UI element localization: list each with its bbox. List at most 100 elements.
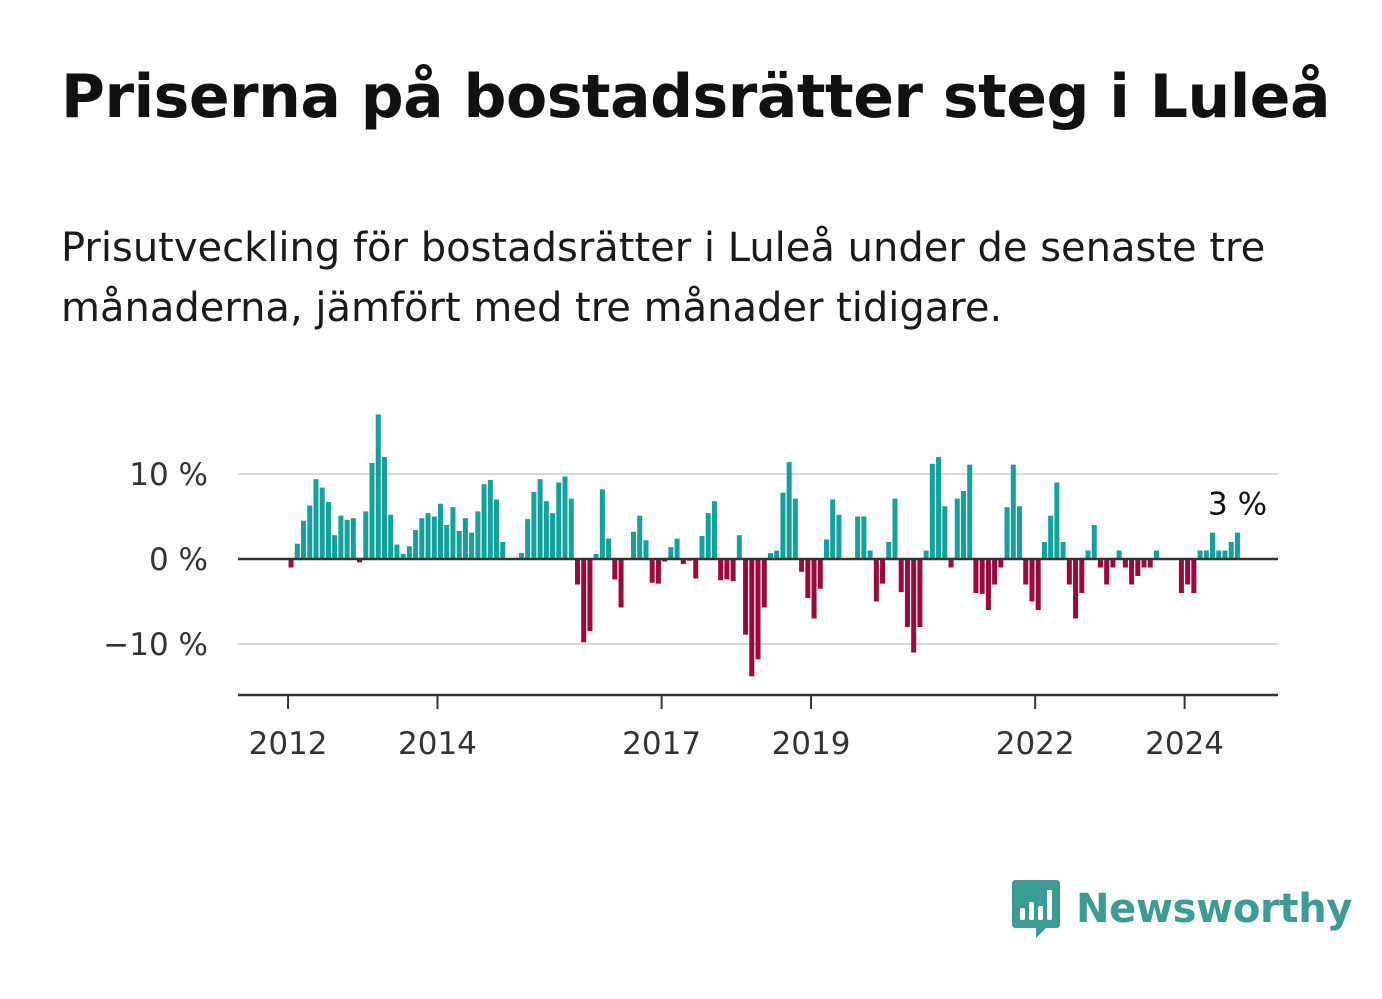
bar — [929, 463, 935, 559]
bar — [743, 559, 749, 635]
bar — [1185, 559, 1191, 585]
bars — [288, 414, 1240, 677]
bar — [338, 515, 344, 559]
bar-chart-speech-bubble-icon — [1012, 880, 1060, 938]
bar — [855, 516, 861, 559]
bar — [357, 559, 363, 563]
bar — [861, 516, 867, 559]
bar — [599, 489, 605, 559]
bar — [332, 535, 338, 559]
bar — [1104, 559, 1110, 585]
bar — [824, 539, 830, 559]
bar — [574, 559, 580, 585]
bar — [917, 559, 923, 627]
bar — [344, 519, 350, 559]
bar — [587, 559, 593, 632]
bar — [761, 559, 767, 608]
bar — [400, 553, 406, 559]
bar — [481, 484, 487, 559]
bar — [1191, 559, 1197, 593]
bar — [475, 511, 481, 559]
bar — [942, 506, 948, 559]
bar — [1091, 525, 1097, 559]
bar — [369, 462, 375, 559]
bar — [643, 540, 649, 559]
bar — [431, 516, 437, 559]
bar — [637, 515, 643, 559]
bar — [662, 559, 668, 562]
bar — [649, 559, 655, 583]
y-tick-label: 10 % — [129, 457, 208, 493]
bar — [462, 518, 468, 559]
bar — [985, 559, 991, 610]
bar — [724, 559, 730, 580]
bar — [780, 492, 786, 559]
bar — [836, 514, 842, 559]
bar — [736, 535, 742, 559]
bar — [1153, 550, 1160, 559]
bar — [674, 538, 680, 559]
bar — [469, 532, 475, 559]
bar — [1041, 542, 1047, 559]
bar — [655, 559, 661, 584]
bar — [1004, 507, 1010, 559]
bar — [680, 559, 686, 565]
x-tick-label: 2014 — [398, 726, 477, 762]
bar — [805, 559, 811, 599]
bar — [388, 514, 394, 559]
bar — [618, 559, 624, 608]
bar — [1097, 559, 1103, 568]
bar — [301, 520, 307, 559]
bar — [967, 464, 973, 559]
axes — [238, 557, 1278, 709]
bar — [375, 414, 381, 559]
bar — [730, 559, 736, 582]
labels: 10 % 0 % −10 % 2012 2014 2017 2019 2022 2024 3 % — [103, 457, 1267, 762]
bar — [419, 518, 425, 559]
bar — [904, 559, 910, 627]
bar — [954, 498, 960, 559]
bar — [494, 499, 500, 559]
brand-name: Newsworthy — [1076, 886, 1353, 932]
bar — [1216, 550, 1222, 559]
bar — [450, 507, 456, 559]
bar — [500, 542, 506, 559]
bar — [363, 511, 369, 559]
bar — [394, 544, 400, 559]
y-tick-label: 0 % — [149, 542, 208, 578]
bar — [718, 559, 724, 581]
bar — [1073, 559, 1079, 619]
bar — [792, 498, 798, 559]
bar — [543, 501, 549, 559]
bar — [1110, 559, 1116, 568]
bar — [537, 479, 543, 559]
x-tick-label: 2019 — [772, 726, 851, 762]
chart-subtitle: Prisutveckling för bostadsrätter i Luleå… — [61, 225, 1266, 331]
bar — [923, 550, 929, 559]
x-tick-label: 2012 — [249, 726, 328, 762]
bar — [767, 553, 773, 559]
bar — [811, 559, 817, 619]
bar — [1060, 542, 1066, 559]
last-value-label: 3 % — [1208, 487, 1267, 523]
bar — [880, 559, 886, 584]
bar — [1023, 559, 1029, 585]
bar — [1197, 550, 1203, 559]
bar — [381, 457, 387, 559]
bar — [749, 559, 755, 677]
bar — [288, 559, 294, 568]
bar — [705, 513, 711, 559]
bar — [487, 479, 493, 559]
bar — [425, 513, 431, 559]
newsworthy-logo[interactable]: Newsworthy — [1010, 878, 1353, 940]
bar — [612, 559, 618, 580]
bar — [973, 559, 979, 593]
bar — [892, 498, 898, 559]
bar — [319, 487, 325, 559]
bar — [593, 553, 599, 559]
bar — [1054, 482, 1060, 559]
bar — [568, 498, 574, 559]
bar — [518, 553, 524, 559]
bar — [1010, 464, 1016, 559]
